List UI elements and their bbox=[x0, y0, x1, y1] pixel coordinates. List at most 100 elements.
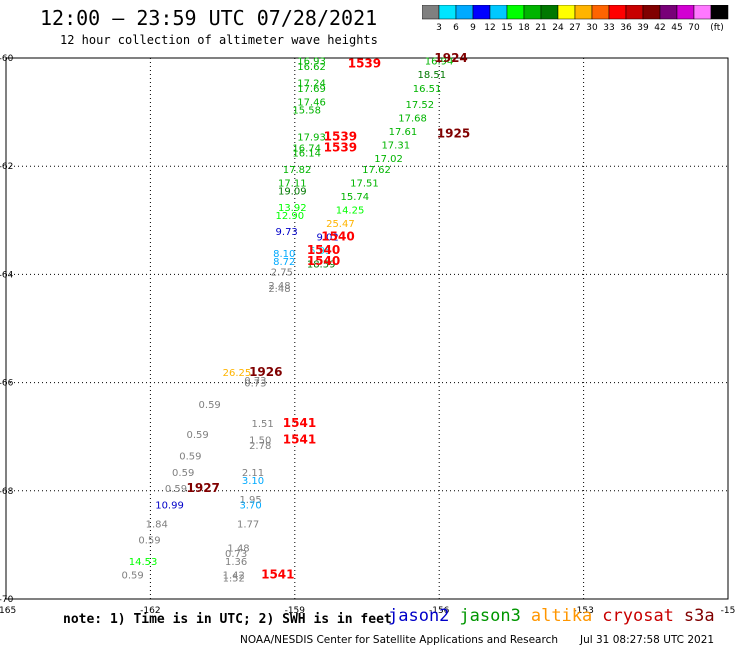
x-tick-label: -153 bbox=[573, 606, 593, 616]
pass-time-label: 1540 bbox=[307, 254, 340, 268]
wave-height-label: 17.52 bbox=[406, 100, 435, 111]
y-tick-label: -62 bbox=[0, 162, 13, 172]
wave-height-label: 9.02 bbox=[316, 233, 338, 244]
wave-height-label: 8.72 bbox=[273, 257, 295, 268]
wave-height-label: 17.31 bbox=[381, 141, 410, 152]
wave-height-label: 2.48 bbox=[268, 284, 290, 295]
credit-timestamp: Jul 31 08:27:58 UTC 2021 bbox=[580, 634, 715, 646]
colorbar-label: 30 bbox=[586, 23, 598, 33]
wave-height-label: 15.74 bbox=[341, 192, 370, 203]
plot-frame bbox=[5, 57, 729, 600]
wave-height-label: 0.73 bbox=[244, 376, 266, 387]
wave-height-label: 1.77 bbox=[237, 519, 259, 530]
wave-height-label: 16.14 bbox=[292, 149, 321, 160]
wave-height-label: 19.09 bbox=[278, 187, 307, 198]
legend-cryosat: cryosat bbox=[602, 606, 674, 626]
credit-text: NOAA/NESDIS Center for Satellite Applica… bbox=[240, 634, 558, 646]
wave-height-label: 17.69 bbox=[297, 84, 326, 95]
chart-subtitle: 12 hour collection of altimeter wave hei… bbox=[60, 33, 378, 47]
wave-height-label: 10.99 bbox=[155, 500, 184, 511]
legend-jason2: jason2 bbox=[388, 606, 450, 626]
colorbar-label: 9 bbox=[470, 23, 476, 33]
colorbar-label: 42 bbox=[654, 23, 665, 33]
pass-time-label: 1925 bbox=[437, 127, 470, 141]
colorbar-label: 39 bbox=[637, 23, 649, 33]
wave-height-label: 1.84 bbox=[146, 519, 168, 530]
y-tick-label: -68 bbox=[0, 487, 14, 497]
y-tick-label: -66 bbox=[0, 379, 14, 389]
pass-time-label: 1541 bbox=[283, 416, 316, 430]
y-tick-label: -70 bbox=[0, 595, 14, 605]
x-tick-label: -159 bbox=[285, 606, 306, 616]
wave-height-label: 17.24 bbox=[297, 78, 326, 89]
wave-height-label: 25.47 bbox=[326, 219, 355, 230]
pass-time-label: 1541 bbox=[283, 432, 316, 446]
pass-time-label: 1539 bbox=[324, 140, 357, 154]
wave-height-label: 0.73 bbox=[225, 549, 247, 560]
wave-height-label: 0.59 bbox=[199, 400, 221, 411]
pass-time-label: 1540 bbox=[307, 243, 340, 257]
wave-height-label: 8.10 bbox=[273, 249, 295, 260]
wave-height-label: 17.46 bbox=[297, 97, 326, 108]
wave-height-label: 9.73 bbox=[276, 227, 298, 238]
pass-time-label: 1927 bbox=[187, 481, 220, 495]
x-tick-label: -165 bbox=[0, 606, 16, 616]
chart-title: 12:00 – 23:59 UTC 07/28/2021 bbox=[40, 6, 378, 30]
colorbar-label: 18 bbox=[518, 23, 530, 33]
wave-height-label: 2.48 bbox=[268, 281, 290, 292]
wave-height-label: 2.75 bbox=[271, 268, 293, 279]
x-tick-label: -15 bbox=[721, 606, 736, 616]
wave-height-label: 16.51 bbox=[413, 84, 442, 95]
colorbar-label: 3 bbox=[436, 23, 442, 33]
wave-height-label: 1.48 bbox=[227, 544, 249, 555]
colorbar-label: 15 bbox=[501, 23, 512, 33]
wave-height-label: 0.59 bbox=[165, 484, 187, 495]
y-tick-label: -64 bbox=[0, 270, 14, 280]
wave-height-label: 18.51 bbox=[418, 70, 447, 81]
wave-height-label: 0.59 bbox=[138, 535, 160, 546]
colorbar-label: 24 bbox=[552, 23, 564, 33]
wave-height-label: 16.94 bbox=[425, 57, 454, 68]
colorbar-label: 33 bbox=[603, 23, 614, 33]
wave-height-label: 16.62 bbox=[297, 62, 326, 73]
x-tick-label: -156 bbox=[429, 606, 450, 616]
wave-height-label: 1.52 bbox=[223, 573, 245, 584]
wave-height-label: 17.61 bbox=[389, 127, 418, 138]
x-tick-label: -162 bbox=[140, 606, 160, 616]
wave-height-label: 1.50 bbox=[249, 435, 271, 446]
satellite-legend: jason2 jason3 altika cryosat s3a bbox=[388, 606, 725, 626]
wave-height-label: 16.74 bbox=[292, 143, 321, 154]
wave-height-label: 1.42 bbox=[223, 571, 245, 582]
wave-height-label: 18.59 bbox=[307, 260, 336, 271]
wave-height-label: 17.93 bbox=[297, 132, 326, 143]
wave-height-label: 16.93 bbox=[297, 57, 326, 68]
colorbar-label: 45 bbox=[671, 23, 682, 33]
wave-height-label: 12.90 bbox=[276, 211, 305, 222]
colorbar-label: 27 bbox=[569, 23, 580, 33]
pass-time-label: 1540 bbox=[321, 230, 354, 244]
pass-time-label: 1539 bbox=[348, 56, 381, 70]
wave-height-label: 26.25 bbox=[223, 368, 252, 379]
wave-height-label: 17.11 bbox=[278, 178, 307, 189]
wave-height-label: 14.25 bbox=[336, 205, 365, 216]
wave-height-label: 3.10 bbox=[242, 476, 264, 487]
wave-height-label: 2.78 bbox=[249, 441, 271, 452]
legend-s3a: s3a bbox=[683, 606, 715, 626]
wave-height-label: 3.70 bbox=[239, 500, 261, 511]
pass-time-label: 1539 bbox=[324, 129, 357, 143]
legend-jason3: jason3 bbox=[459, 606, 521, 626]
wave-height-label: 1.51 bbox=[251, 419, 273, 430]
wave-height-label: 0.73 bbox=[244, 379, 266, 390]
colorbar-label: 36 bbox=[620, 23, 632, 33]
wave-height-label: 14.53 bbox=[129, 557, 158, 568]
wave-height-label: 2.11 bbox=[242, 468, 264, 479]
wave-height-label: 17.51 bbox=[350, 178, 379, 189]
colorbar-label: 21 bbox=[535, 23, 546, 33]
wave-height-label: 0.59 bbox=[172, 468, 194, 479]
units-note: note: 1) Time is in UTC; 2) SWH is in fe… bbox=[63, 612, 392, 627]
wave-height-label: 5.95 bbox=[309, 246, 331, 257]
wave-height-label: 17.02 bbox=[374, 154, 403, 165]
wave-height-label: 0.59 bbox=[187, 430, 209, 441]
color-scale: 3 6 9 12 15 18 21 24 27 30 33 36 39 42 45 70 (ft) bbox=[422, 5, 729, 33]
y-tick-label: -60 bbox=[0, 54, 14, 64]
